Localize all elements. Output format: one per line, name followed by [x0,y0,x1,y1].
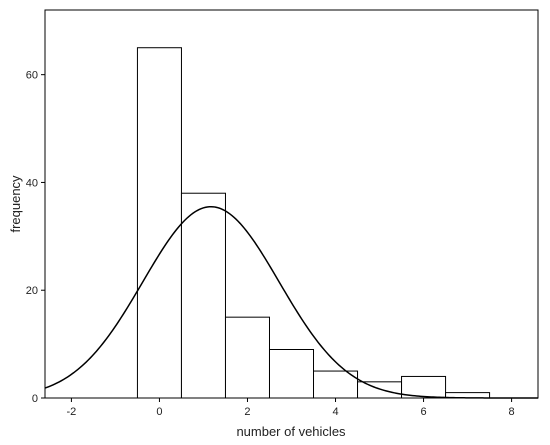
y-tick-label: 60 [26,70,38,82]
x-tick-label: -2 [67,406,77,418]
axis-ticks: -2 0 2 4 6 8 0 20 40 60 [26,70,515,418]
y-axis-title: frequency [8,175,23,233]
x-tick-label: 8 [509,406,515,418]
plot-frame [44,9,539,399]
x-axis-title: number of vehicles [236,424,346,439]
histogram-bar-5 [357,381,403,399]
x-tick-label: 6 [420,406,426,418]
y-tick-label: 0 [32,393,38,405]
y-tick-label: 20 [26,285,38,297]
histogram-bar-3 [268,349,315,399]
histogram-bar-0 [136,47,182,399]
bars-group [136,47,491,399]
normal-curve [44,205,538,399]
x-tick-label: 4 [332,406,338,418]
y-tick-label: 40 [26,177,38,189]
histogram-bar-1 [180,192,226,399]
x-tick-label: 0 [156,406,162,418]
histogram-bar-2 [224,316,270,399]
x-tick-label: 2 [244,406,250,418]
